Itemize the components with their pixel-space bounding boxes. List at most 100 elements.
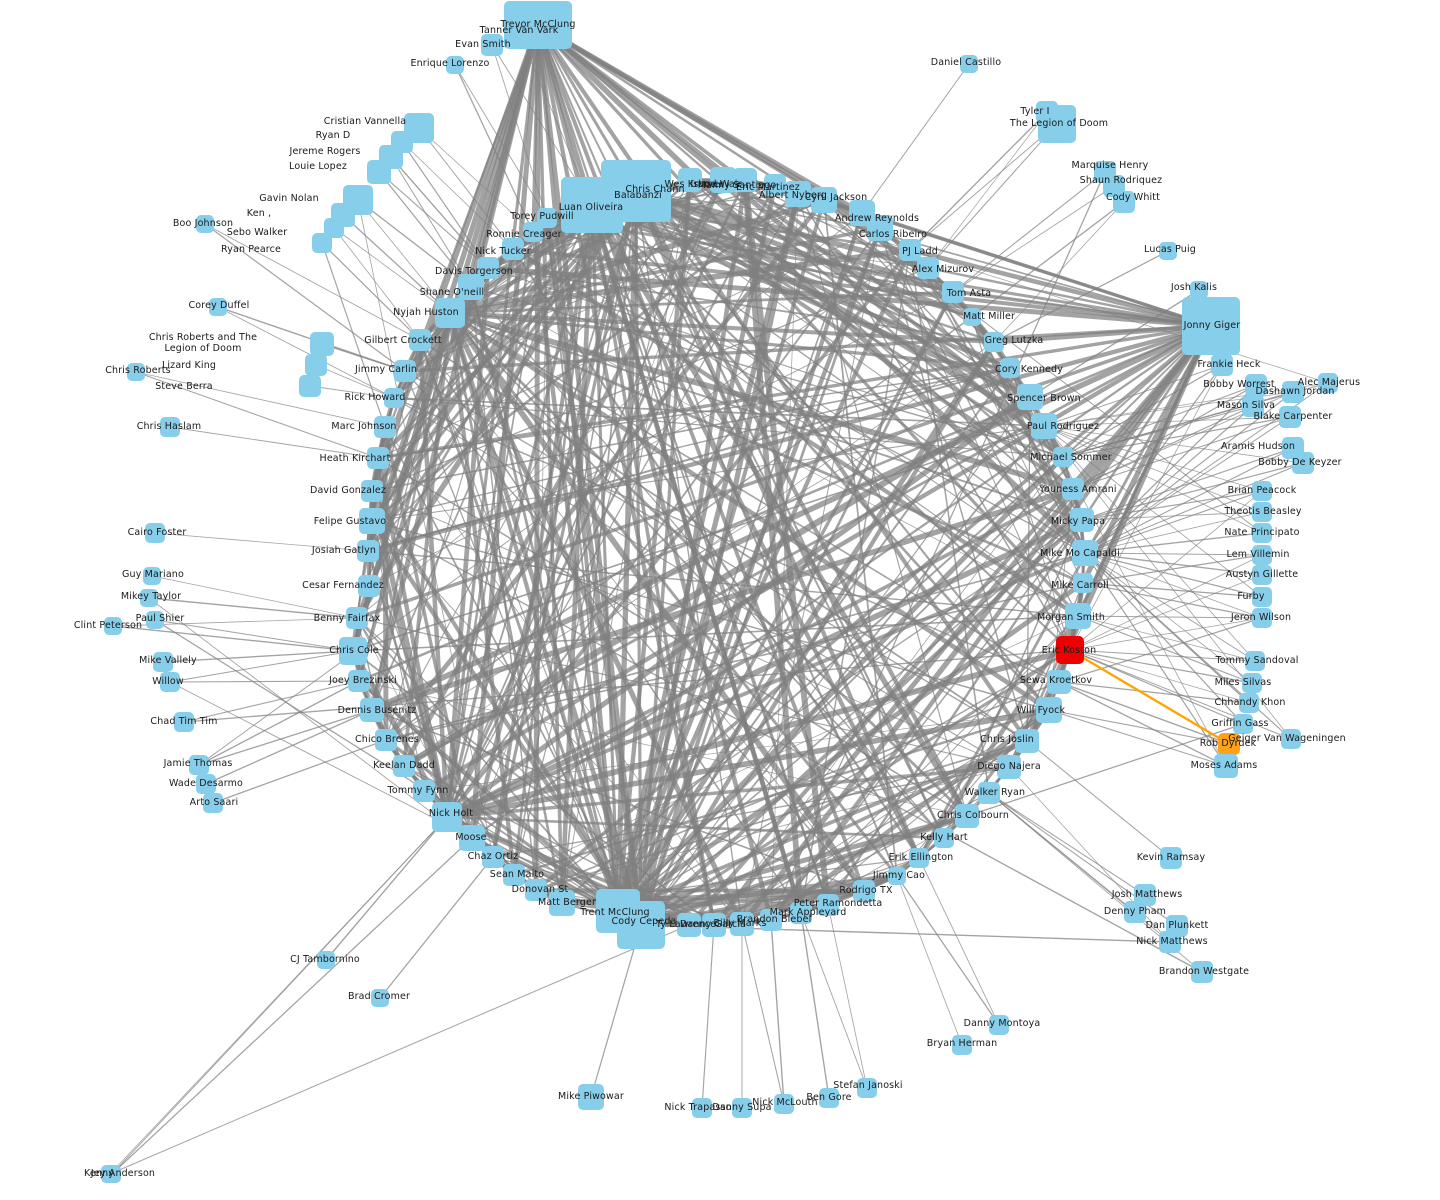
graph-node[interactable] — [764, 174, 786, 196]
graph-node[interactable] — [1190, 281, 1208, 299]
graph-node[interactable] — [482, 846, 504, 868]
graph-node[interactable] — [997, 755, 1021, 779]
graph-node[interactable] — [312, 233, 332, 253]
graph-node[interactable] — [384, 388, 404, 408]
graph-node[interactable] — [367, 447, 389, 469]
graph-node[interactable] — [374, 416, 396, 438]
graph-node[interactable] — [146, 611, 164, 629]
graph-node[interactable] — [367, 160, 391, 184]
graph-node[interactable] — [459, 825, 485, 851]
graph-node[interactable] — [393, 755, 415, 777]
graph-node[interactable] — [196, 215, 214, 233]
graph-node[interactable] — [1242, 673, 1262, 693]
graph-node[interactable] — [578, 1084, 604, 1110]
graph-node[interactable] — [1318, 373, 1338, 393]
graph-node[interactable] — [413, 780, 435, 802]
graph-node[interactable] — [1047, 670, 1071, 694]
graph-node[interactable] — [867, 215, 893, 241]
graph-node[interactable] — [963, 308, 981, 326]
graph-node[interactable] — [774, 1094, 794, 1114]
graph-node[interactable] — [733, 168, 757, 192]
graph-node[interactable] — [174, 712, 194, 732]
graph-node[interactable] — [145, 523, 165, 543]
graph-node[interactable] — [127, 363, 145, 381]
graph-node[interactable] — [811, 187, 837, 213]
graph-node[interactable] — [358, 575, 380, 597]
graph-node[interactable] — [1279, 406, 1301, 428]
graph-node[interactable] — [677, 913, 701, 937]
graph-node[interactable] — [960, 55, 978, 73]
graph-node[interactable] — [692, 1098, 712, 1118]
graph-node[interactable] — [357, 540, 379, 562]
graph-node[interactable] — [1252, 481, 1272, 501]
graph-node[interactable] — [917, 257, 939, 279]
graph-node[interactable] — [346, 607, 368, 629]
graph-node[interactable] — [909, 848, 929, 868]
graph-node[interactable] — [710, 167, 736, 193]
graph-node[interactable] — [617, 901, 665, 949]
graph-node[interactable] — [1252, 608, 1272, 628]
graph-node[interactable] — [103, 1165, 121, 1183]
graph-node[interactable] — [1233, 714, 1253, 734]
graph-node[interactable] — [1292, 452, 1314, 474]
graph-node[interactable] — [1218, 733, 1240, 755]
graph-node[interactable] — [1191, 961, 1213, 983]
graph-node[interactable] — [477, 257, 499, 279]
graph-node[interactable] — [481, 34, 503, 56]
graph-node[interactable] — [549, 890, 575, 916]
graph-node[interactable] — [1245, 374, 1267, 396]
graph-node[interactable] — [934, 828, 954, 848]
graph-node[interactable] — [1134, 884, 1156, 906]
graph-node[interactable] — [1252, 502, 1272, 522]
graph-node[interactable] — [760, 909, 782, 931]
graph-node[interactable] — [1062, 478, 1084, 500]
graph-node[interactable] — [1159, 242, 1177, 260]
graph-node[interactable] — [525, 879, 547, 901]
graph-node[interactable] — [1245, 651, 1265, 671]
graph-node[interactable] — [305, 354, 327, 376]
graph-node[interactable] — [614, 181, 644, 211]
graph-edge-highlighted[interactable] — [1069, 648, 1230, 746]
graph-node[interactable] — [1214, 754, 1238, 778]
graph-node[interactable] — [942, 281, 964, 303]
graph-node[interactable] — [1124, 901, 1146, 923]
graph-node[interactable] — [359, 508, 385, 534]
graph-node[interactable] — [1036, 697, 1062, 723]
graph-node[interactable] — [1000, 358, 1020, 378]
graph-node[interactable] — [339, 637, 367, 665]
graph-node[interactable] — [955, 804, 979, 828]
graph-node[interactable] — [819, 1088, 839, 1108]
graph-node[interactable] — [209, 298, 227, 316]
graph-node[interactable] — [1252, 523, 1272, 543]
graph-node[interactable] — [432, 802, 462, 832]
graph-node[interactable] — [1160, 847, 1182, 869]
graph-node[interactable] — [348, 670, 370, 692]
graph-node[interactable] — [375, 729, 397, 751]
graph-node[interactable] — [978, 782, 1000, 804]
graph-node[interactable] — [503, 864, 525, 886]
graph-node[interactable] — [153, 652, 173, 672]
graph-node[interactable] — [1211, 354, 1233, 376]
graph-node[interactable] — [502, 238, 524, 260]
graph-node[interactable] — [1038, 105, 1076, 143]
graph-node[interactable] — [1252, 587, 1272, 607]
graph-node[interactable] — [984, 332, 1004, 352]
graph-node[interactable] — [853, 880, 875, 902]
graph-node[interactable] — [888, 867, 906, 885]
graph-node[interactable] — [104, 617, 122, 635]
graph-node[interactable] — [989, 1015, 1009, 1035]
graph-node[interactable] — [504, 18, 534, 48]
graph-node[interactable] — [1182, 297, 1240, 355]
graph-node[interactable] — [1056, 636, 1084, 664]
graph-node[interactable] — [732, 1098, 752, 1118]
graph-node[interactable] — [1281, 729, 1301, 749]
graph-node[interactable] — [730, 912, 754, 936]
graph-node[interactable] — [140, 589, 158, 607]
graph-node[interactable] — [1252, 545, 1272, 565]
graph-node[interactable] — [196, 774, 216, 794]
graph-node[interactable] — [203, 793, 223, 813]
graph-node[interactable] — [361, 480, 383, 502]
graph-node[interactable] — [409, 329, 431, 351]
graph-node[interactable] — [1015, 729, 1039, 753]
graph-node[interactable] — [899, 239, 921, 261]
